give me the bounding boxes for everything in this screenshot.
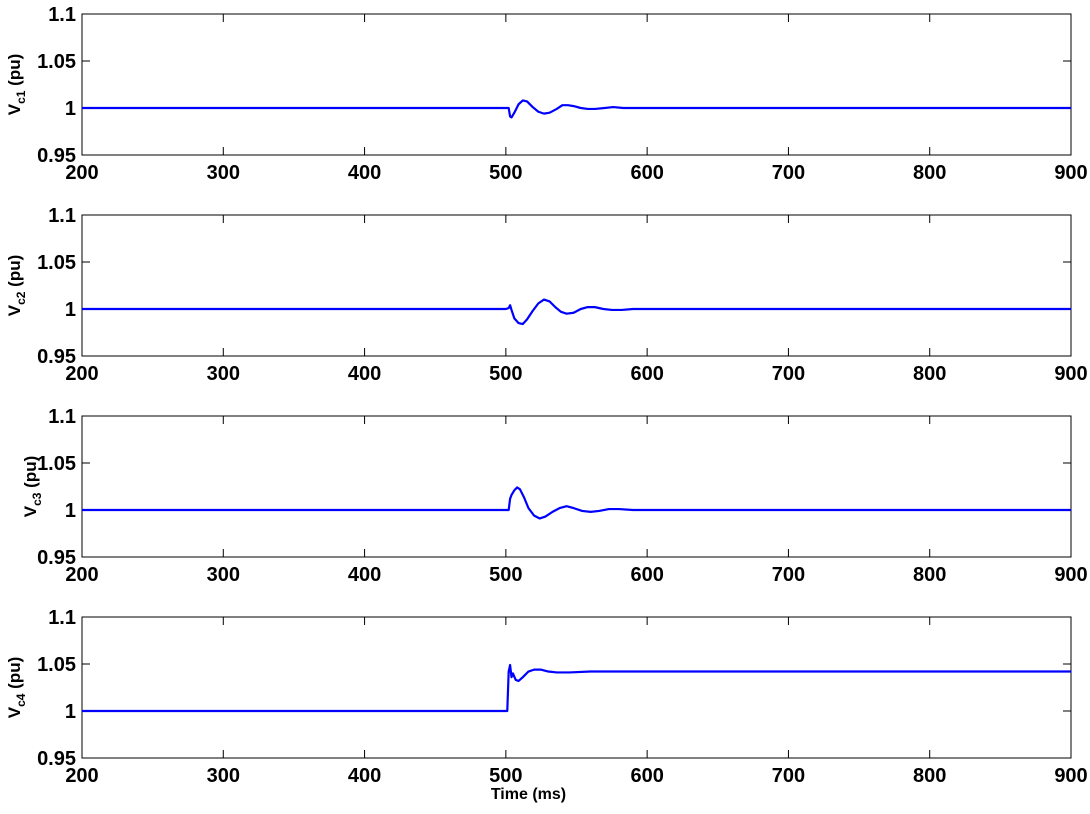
y-axis-label: Vc4 (pu) [5, 657, 28, 719]
x-tick-label: 400 [348, 162, 381, 184]
x-tick-label: 500 [489, 765, 522, 787]
y-tick-label: 1 [65, 500, 76, 522]
x-tick-label: 600 [630, 363, 663, 385]
y-tick-label: 1.1 [48, 205, 76, 227]
y-tick-label: 1.1 [48, 4, 76, 26]
axes-box [81, 415, 1072, 558]
x-tick-label: 400 [348, 363, 381, 385]
x-tick-label: 400 [348, 765, 381, 787]
x-tick-label: 600 [630, 564, 663, 586]
x-tick-label: 200 [65, 564, 98, 586]
y-axis-label: Vc1 (pu) [5, 54, 28, 116]
x-tick-label: 300 [207, 363, 240, 385]
x-tick-label: 500 [489, 363, 522, 385]
y-tick-label: 1.05 [37, 654, 76, 676]
x-tick-label: 200 [65, 363, 98, 385]
x-tick-label: 900 [1054, 162, 1087, 184]
series-line-vc2 [82, 298, 1071, 326]
y-tick-label: 1.1 [48, 607, 76, 629]
y-tick-label: 0.95 [37, 547, 76, 569]
x-tick-label: 700 [772, 765, 805, 787]
axes-box [81, 13, 1072, 156]
subplot-3: 200 300 400 500 600 700 800 900 0.95 1 1.05 1.1 Vc3 … [21, 406, 1088, 586]
y-tick-label: 0.95 [37, 145, 76, 167]
y-tick-label: 1 [65, 98, 76, 120]
y-tick-label: 1.1 [48, 406, 76, 428]
x-axis-label: Time (ms) [491, 786, 566, 803]
x-tick-label: 700 [772, 564, 805, 586]
x-tick-label: 800 [913, 564, 946, 586]
x-tick-label: 300 [207, 162, 240, 184]
x-tick-label: 800 [913, 162, 946, 184]
x-tick-label: 800 [913, 765, 946, 787]
x-tick-label: 700 [772, 162, 805, 184]
series-line-vc1 [82, 99, 1071, 119]
x-tick-label: 600 [630, 162, 663, 184]
y-tick-label: 0.95 [37, 346, 76, 368]
y-tick-label: 0.95 [37, 748, 76, 770]
x-tick-label: 500 [489, 564, 522, 586]
subplot-1: 200 300 400 500 600 700 800 900 0.95 1 1.05 1.1 Vc1 … [5, 4, 1088, 184]
x-tick-label: 600 [630, 765, 663, 787]
subplot-2: 200 300 400 500 600 700 800 900 0.95 1 1.05 1.1 Vc2 … [5, 205, 1088, 385]
x-tick-label: 200 [65, 765, 98, 787]
y-axis-label: Vc3 (pu) [21, 456, 44, 518]
x-tick-label: 900 [1054, 363, 1087, 385]
y-tick-label: 1 [65, 701, 76, 723]
x-tick-label: 300 [207, 564, 240, 586]
x-tick-label: 200 [65, 162, 98, 184]
x-tick-label: 900 [1054, 765, 1087, 787]
x-tick-label: 500 [489, 162, 522, 184]
x-tick-label: 900 [1054, 564, 1087, 586]
x-tick-label: 700 [772, 363, 805, 385]
y-axis-label: Vc2 (pu) [5, 255, 28, 317]
y-tick-label: 1 [65, 299, 76, 321]
x-tick-label: 400 [348, 564, 381, 586]
axes-box [81, 616, 1072, 759]
y-tick-label: 1.05 [37, 51, 76, 73]
subplot-4: 200 300 400 500 600 700 800 900 0.95 1 1.05 1.1 Vc4 … [5, 607, 1088, 803]
axes-box [81, 214, 1072, 357]
y-tick-label: 1.05 [37, 252, 76, 274]
x-tick-label: 800 [913, 363, 946, 385]
x-tick-label: 300 [207, 765, 240, 787]
series-line-vc4 [82, 663, 1071, 713]
y-tick-label: 1.05 [37, 453, 76, 475]
series-line-vc3 [82, 486, 1071, 520]
